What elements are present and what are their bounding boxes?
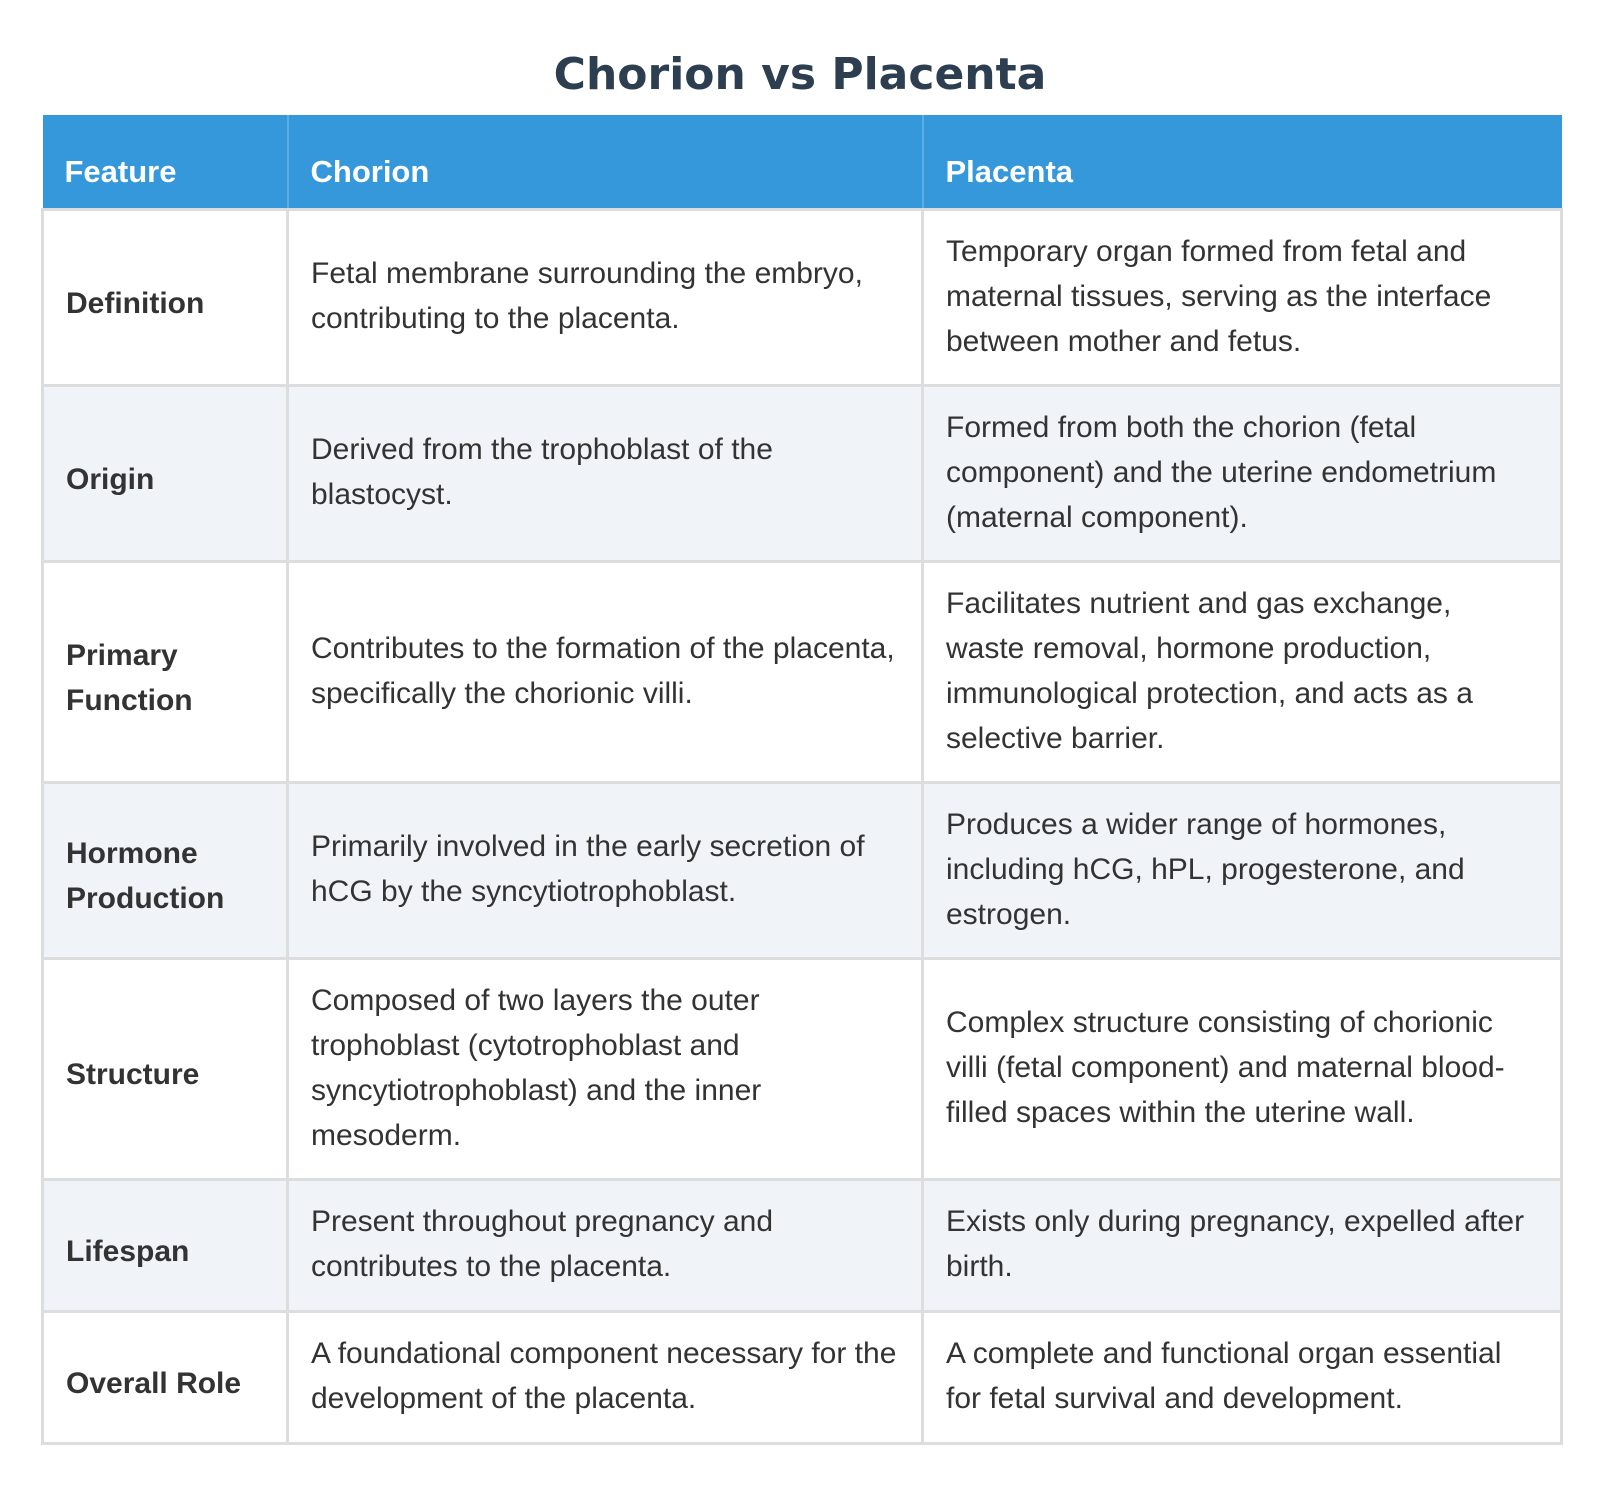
- feature-cell: Primary Function: [41, 559, 289, 784]
- placenta-cell: A complete and functional organ essentia…: [921, 1309, 1563, 1445]
- table-row: Overall Role A foundational component ne…: [41, 1309, 1563, 1445]
- table-row: Hormone Production Primarily involved in…: [41, 780, 1563, 960]
- feature-cell: Origin: [41, 383, 289, 563]
- table-body: Definition Fetal membrane surrounding th…: [41, 207, 1563, 1445]
- comparison-table: Feature Chorion Placenta Definition Feta…: [41, 115, 1563, 1445]
- page-title: Chorion vs Placenta: [553, 49, 1047, 100]
- header-placenta: Placenta: [921, 115, 1562, 211]
- chorion-cell: A foundational component necessary for t…: [286, 1309, 924, 1445]
- feature-cell: Structure: [41, 956, 289, 1181]
- feature-cell: Overall Role: [41, 1309, 289, 1445]
- header-chorion: Chorion: [286, 115, 923, 211]
- placenta-cell: Facilitates nutrient and gas exchange, w…: [921, 559, 1563, 784]
- placenta-cell: Temporary organ formed from fetal and ma…: [921, 207, 1563, 387]
- feature-cell: Lifespan: [41, 1177, 289, 1313]
- table-row: Primary Function Contributes to the form…: [41, 559, 1563, 784]
- placenta-cell: Complex structure consisting of chorioni…: [921, 956, 1563, 1181]
- chorion-cell: Primarily involved in the early secretio…: [286, 780, 924, 960]
- header-feature: Feature: [42, 115, 288, 211]
- table-row: Structure Composed of two layers the out…: [41, 956, 1563, 1181]
- feature-cell: Hormone Production: [41, 780, 289, 960]
- table-row: Origin Derived from the trophoblast of t…: [41, 383, 1563, 563]
- placenta-cell: Produces a wider range of hormones, incl…: [921, 780, 1563, 960]
- chorion-cell: Fetal membrane surrounding the embryo, c…: [286, 207, 924, 387]
- feature-cell: Definition: [41, 207, 289, 387]
- chorion-cell: Present throughout pregnancy and contrib…: [286, 1177, 924, 1313]
- placenta-cell: Formed from both the chorion (fetal comp…: [921, 383, 1563, 563]
- header-row: Feature Chorion Placenta: [42, 115, 1562, 211]
- table-header: Feature Chorion Placenta: [42, 115, 1562, 211]
- chorion-cell: Derived from the trophoblast of the blas…: [286, 383, 924, 563]
- table-row: Lifespan Present throughout pregnancy an…: [41, 1177, 1563, 1313]
- placenta-cell: Exists only during pregnancy, expelled a…: [921, 1177, 1563, 1313]
- chorion-cell: Composed of two layers the outer trophob…: [286, 956, 924, 1181]
- chorion-cell: Contributes to the formation of the plac…: [286, 559, 924, 784]
- table-row: Definition Fetal membrane surrounding th…: [41, 207, 1563, 387]
